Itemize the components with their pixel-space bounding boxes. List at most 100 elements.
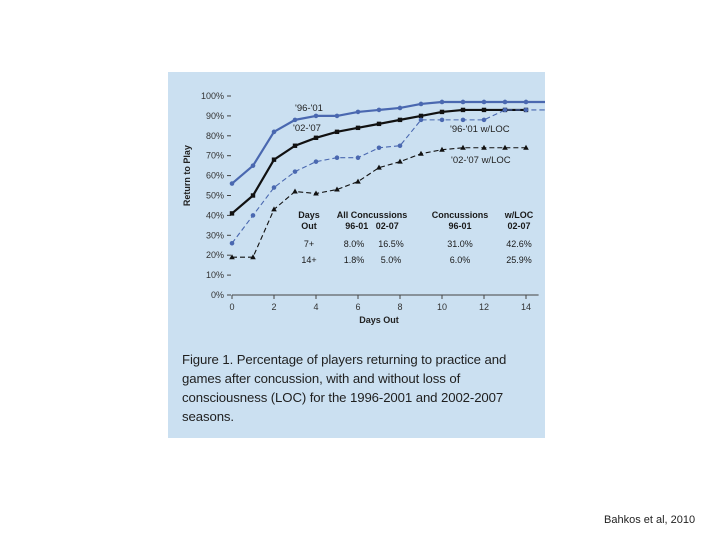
data-point <box>460 144 466 150</box>
table-cell-r1-a1: 8.0% <box>344 239 365 249</box>
data-point <box>292 143 298 148</box>
data-point <box>376 107 382 113</box>
data-point <box>502 99 508 105</box>
data-point <box>481 99 487 105</box>
data-point <box>292 188 298 194</box>
table-cell-r1-c1: 31.0% <box>447 239 473 249</box>
data-point <box>397 158 403 164</box>
data-point <box>292 169 298 174</box>
table-cell-r2-a1: 1.8% <box>344 255 365 265</box>
data-point <box>229 211 235 216</box>
series-2 <box>229 107 545 246</box>
data-point <box>376 164 382 170</box>
y-tick-label: 0% <box>211 290 224 300</box>
data-point <box>397 117 403 123</box>
table-cell-r1-days: 7+ <box>304 239 314 249</box>
data-point <box>334 129 340 135</box>
data-point <box>334 155 340 160</box>
data-point <box>250 254 256 260</box>
inset-table: Days Out All Concussions 96-01 02-07 Con… <box>298 210 534 265</box>
data-point <box>229 240 235 246</box>
data-point <box>481 117 487 123</box>
x-tick-label: 8 <box>397 302 402 312</box>
table-cell-r1-l1: 42.6% <box>506 239 532 249</box>
y-tick-label: 100% <box>201 91 224 101</box>
axes: 0% 10% 20% 30% 40% 50% 60% 70% 80% 90% 100% 0 2 4 6 8 10… <box>182 91 539 325</box>
series-0 <box>229 99 545 186</box>
data-point <box>313 113 319 119</box>
data-point <box>250 213 256 218</box>
data-point <box>271 129 277 135</box>
y-tick-label: 80% <box>206 131 224 141</box>
table-head-loc-2: 02-07 <box>507 221 530 231</box>
table-cell-r2-a2: 5.0% <box>381 255 402 265</box>
data-point <box>376 145 382 151</box>
data-point <box>313 135 319 140</box>
data-point <box>460 107 466 113</box>
data-point <box>229 254 235 260</box>
y-tick-label: 90% <box>206 111 224 121</box>
x-tick-label: 2 <box>271 302 276 312</box>
data-point <box>355 109 361 115</box>
y-tick-label: 40% <box>206 210 224 220</box>
table-cell-r2-l1: 25.9% <box>506 255 532 265</box>
x-tick-label: 10 <box>437 302 447 312</box>
data-point <box>271 157 277 162</box>
data-point <box>250 193 256 198</box>
data-point <box>355 155 361 160</box>
table-cell-r1-a2: 16.5% <box>378 239 404 249</box>
y-tick-label: 70% <box>206 151 224 161</box>
table-head-conc-1: Concussions <box>432 210 489 220</box>
data-point <box>439 99 445 105</box>
y-tick-label: 30% <box>206 230 224 240</box>
line-chart: 0% 10% 20% 30% 40% 50% 60% 70% 80% 90% 100% 0 2 4 6 8 10… <box>182 91 545 325</box>
data-point <box>439 117 445 123</box>
data-point <box>250 163 256 168</box>
series-line <box>231 109 545 244</box>
label-series-96-01: '96-'01 <box>295 103 323 114</box>
table-head-loc-1: w/LOC <box>504 210 534 220</box>
data-point <box>271 185 277 190</box>
data-point <box>229 181 235 186</box>
table-cell-r2-c1: 6.0% <box>450 255 471 265</box>
table-cell-r2-days: 14+ <box>301 255 316 265</box>
x-tick-label: 14 <box>521 302 531 312</box>
table-head-days-2: Out <box>301 221 317 231</box>
data-point <box>292 117 298 123</box>
data-point <box>397 105 403 111</box>
data-point <box>481 144 487 150</box>
series-line <box>232 147 526 258</box>
figure-caption: Figure 1. Percentage of players returnin… <box>182 352 507 424</box>
data-point <box>523 107 529 113</box>
data-point <box>523 99 529 105</box>
x-tick-label: 12 <box>479 302 489 312</box>
table-head-days-1: Days <box>298 210 320 220</box>
data-point <box>439 109 445 115</box>
label-series-02-07: '02-'07 <box>293 123 321 134</box>
data-point <box>418 113 424 119</box>
data-point <box>376 121 382 127</box>
y-tick-label: 10% <box>206 270 224 280</box>
y-axis-title: Return to Play <box>182 145 192 206</box>
data-point <box>355 125 361 131</box>
data-point <box>439 146 445 152</box>
data-point <box>313 190 319 196</box>
series-lines <box>229 99 545 260</box>
data-point <box>397 143 403 149</box>
series-3 <box>229 144 529 260</box>
y-tick-label: 60% <box>206 171 224 181</box>
table-head-conc-2: 96-01 <box>448 221 471 231</box>
data-point <box>502 107 508 113</box>
table-head-all-1: All Concussions <box>337 210 408 220</box>
data-point <box>502 144 508 150</box>
x-axis-title: Days Out <box>359 315 399 325</box>
data-point <box>355 178 361 184</box>
data-point <box>271 206 277 212</box>
y-tick-label: 50% <box>206 191 224 201</box>
label-series-02-07-loc: '02-'07 w/LOC <box>451 155 511 166</box>
data-point <box>418 150 424 156</box>
data-point <box>334 186 340 192</box>
data-point <box>334 113 340 119</box>
data-point <box>460 117 466 123</box>
citation: Bahkos et al, 2010 <box>604 514 696 526</box>
